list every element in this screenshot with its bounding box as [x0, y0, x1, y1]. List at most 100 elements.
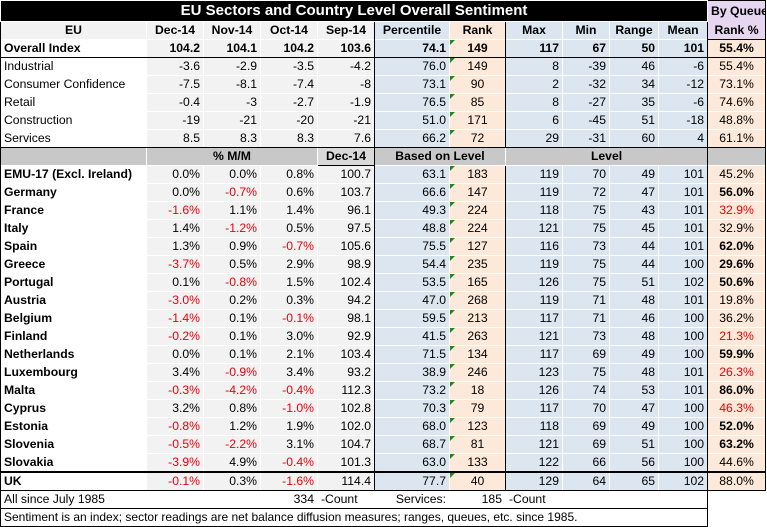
row-label: Finland	[0, 327, 147, 346]
footer-blank	[658, 490, 709, 509]
sep-value: 92.9	[317, 327, 375, 346]
oct-value: -0.7%	[260, 237, 318, 256]
oct-value: 1.4%	[260, 201, 318, 220]
max-value: 119	[505, 291, 563, 310]
country-row: Italy 1.4% -1.2% 0.5% 97.5 48.8 224 121 75 45 101 3…	[0, 219, 767, 238]
range-value: 56	[609, 453, 659, 473]
footer-note: Sentiment is an index; sector readings a…	[0, 508, 709, 527]
queue-rank-value: 55.4%	[707, 39, 767, 58]
row-label: Cyprus	[0, 399, 147, 418]
header-month: Sep-14	[317, 21, 375, 40]
row-label: Industrial	[0, 57, 147, 76]
sep-value: 103.7	[317, 183, 375, 202]
row-label: Spain	[0, 237, 147, 256]
dec-value: 1.4%	[146, 219, 204, 238]
nov-value: -2.9	[203, 57, 261, 76]
dec-value: -3.9%	[146, 453, 204, 473]
header-month: Oct-14	[260, 21, 318, 40]
country-row: Estonia -0.8% 1.2% 1.9% 102.0 68.0 123 118 69 49 1…	[0, 417, 767, 436]
dec-value: -0.1%	[146, 472, 204, 491]
mean-value: 100	[658, 255, 709, 274]
sep-value: -4.2	[317, 57, 375, 76]
dec-value: -3.7%	[146, 255, 204, 274]
dec-value: 3.4%	[146, 363, 204, 382]
nov-value: 0.0%	[203, 165, 261, 184]
rank-value: 263	[449, 327, 506, 346]
sep-value: 112.3	[317, 381, 375, 400]
sep-value: 7.6	[317, 129, 375, 148]
mean-value: 100	[658, 327, 709, 346]
mean-value: -18	[658, 111, 709, 130]
min-value: 64	[562, 472, 610, 491]
queue-rank-value: 86.0%	[707, 381, 767, 400]
footer-blank	[708, 491, 766, 509]
percentile-value: 53.5	[374, 273, 450, 292]
nov-value: -1.2%	[203, 219, 261, 238]
percentile-value: 48.8	[374, 219, 450, 238]
header-range: Range	[609, 21, 659, 40]
mean-value: 101	[658, 363, 709, 382]
sep-value: 93.2	[317, 363, 375, 382]
nov-value: 0.2%	[203, 291, 261, 310]
footer-count-label: -Count	[317, 490, 375, 509]
mean-value: 101	[658, 381, 709, 400]
range-value: 35	[609, 93, 659, 112]
sector-row: Industrial -3.6 -2.9 -3.5 -4.2 76.0 149 8 -39 46-…	[0, 57, 767, 76]
row-label: Austria	[0, 291, 147, 310]
row-label: Estonia	[0, 417, 147, 436]
max-value: 121	[505, 435, 563, 454]
row-label: Greece	[0, 255, 147, 274]
uk-row: UK -0.1% 0.3% -1.6% 114.4 77.7 40 129 64 65 102 88.…	[0, 472, 767, 491]
mean-value: 101	[658, 219, 709, 238]
sub-header-level: Level	[505, 147, 709, 166]
header-row: EU Dec-14 Nov-14 Oct-14 Sep-14 Percentile Rank…	[0, 21, 767, 40]
rank-value: 149	[449, 39, 506, 58]
oct-value: 0.6%	[260, 183, 318, 202]
min-value: 69	[562, 345, 610, 364]
country-row: Finland -0.2% 0.1% 3.0% 92.9 41.5 263 121 73 48 10…	[0, 327, 767, 346]
oct-value: -7.4	[260, 75, 318, 94]
min-value: 66	[562, 453, 610, 473]
mean-value: 101	[658, 237, 709, 256]
nov-value: -0.9%	[203, 363, 261, 382]
nov-value: 0.5%	[203, 255, 261, 274]
country-row: France -1.6% 1.1% 1.4% 96.1 49.3 224 118 75 43 101…	[0, 201, 767, 220]
sector-row: Services 8.5 8.3 8.3 7.6 66.2 72 29 -31 60 4 61.1%	[0, 129, 767, 148]
sector-row: Construction -19 -21 -20 -21 51.0 171 6 -45 51 -18…	[0, 111, 767, 130]
range-value: 51	[609, 111, 659, 130]
min-value: -45	[562, 111, 610, 130]
rank-value: 165	[449, 273, 506, 292]
mean-value: -6	[658, 93, 709, 112]
max-value: 129	[505, 472, 563, 491]
rank-value: 268	[449, 291, 506, 310]
rank-value: 127	[449, 237, 506, 256]
rank-value: 40	[449, 472, 506, 491]
sep-value: 103.4	[317, 345, 375, 364]
row-label: Overall Index	[0, 39, 147, 58]
min-value: 67	[562, 39, 610, 58]
queue-header-rank-pct: Rank %	[707, 21, 767, 40]
min-value: 74	[562, 381, 610, 400]
mean-value: 102	[658, 273, 709, 292]
overall-index-row: Overall Index 104.2 104.1 104.2 103.6 74.1 149…	[0, 39, 767, 58]
nov-value: 104.1	[203, 39, 261, 58]
range-value: 46	[609, 57, 659, 76]
range-value: 49	[609, 345, 659, 364]
row-label: Consumer Confidence	[0, 75, 147, 94]
range-value: 60	[609, 129, 659, 148]
sep-value: 97.5	[317, 219, 375, 238]
country-row: Luxembourg 3.4% -0.9% 3.4% 93.2 38.9 246 123 75 4…	[0, 363, 767, 382]
sep-value: 102.8	[317, 399, 375, 418]
range-value: 43	[609, 201, 659, 220]
range-value: 49	[609, 417, 659, 436]
max-value: 119	[505, 165, 563, 184]
nov-value: 8.3	[203, 129, 261, 148]
range-value: 48	[609, 363, 659, 382]
sep-value: -8	[317, 75, 375, 94]
min-value: 75	[562, 255, 610, 274]
country-row: Cyprus 3.2% 0.8% -1.0% 102.8 70.3 79 117 70 47 100…	[0, 399, 767, 418]
max-value: 117	[505, 39, 563, 58]
mean-value: 100	[658, 417, 709, 436]
sep-value: 114.4	[317, 472, 375, 491]
